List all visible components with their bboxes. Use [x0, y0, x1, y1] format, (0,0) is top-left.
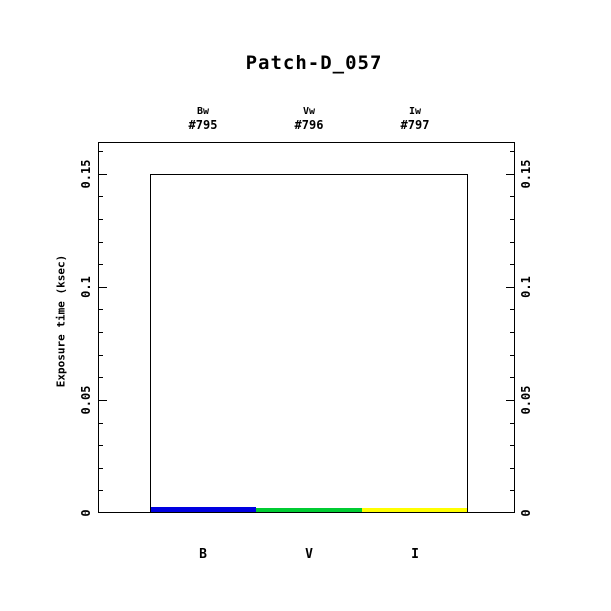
- y-axis-tick-right: [510, 242, 514, 243]
- y-axis-tick-right: [510, 445, 514, 446]
- page-title: Patch-D_057: [245, 52, 383, 74]
- y-tick-label-left-0.1: 0.1: [79, 276, 93, 298]
- y-axis-tick-left: [99, 219, 103, 220]
- y-axis-tick-right: [506, 174, 514, 175]
- y-axis-tick-left: [99, 445, 103, 446]
- x-category-label-v: V: [305, 547, 313, 562]
- exposure-id-b: #795: [188, 118, 218, 132]
- filter-name-i: Iw: [408, 106, 422, 117]
- y-tick-label-right-0.15: 0.15: [519, 159, 533, 189]
- y-axis-tick-left: [99, 174, 107, 175]
- plot-frame: [98, 142, 515, 513]
- y-tick-label-left-0.05: 0.05: [79, 385, 93, 415]
- y-axis-tick-left: [99, 264, 103, 265]
- y-axis-tick-right: [510, 468, 514, 469]
- y-axis-tick-right: [510, 151, 514, 152]
- y-tick-label-left-0: 0: [79, 509, 93, 517]
- y-axis-tick-right: [506, 400, 514, 401]
- y-axis-tick-right: [510, 264, 514, 265]
- accumulated-bar-v: [256, 508, 362, 512]
- y-axis-tick-left: [99, 377, 103, 378]
- y-axis-tick-right: [510, 219, 514, 220]
- accumulated-bar-b: [150, 507, 256, 512]
- y-axis-tick-right: [510, 196, 514, 197]
- accumulated-bar-i: [362, 508, 467, 512]
- y-axis-tick-right: [510, 309, 514, 310]
- y-tick-label-right-0.05: 0.05: [519, 385, 533, 415]
- y-tick-label-right-0: 0: [519, 509, 533, 517]
- y-axis-tick-left: [99, 332, 103, 333]
- y-axis-tick-left: [99, 400, 107, 401]
- top-label-band-v: Vw #796: [295, 106, 324, 133]
- top-label-band-i: Iw #797: [401, 106, 430, 133]
- x-category-label-i: I: [411, 547, 419, 562]
- y-axis-tick-left: [99, 287, 107, 288]
- filter-name-b: Bw: [196, 106, 210, 117]
- x-category-label-b: B: [199, 547, 207, 562]
- y-tick-label-right-0.1: 0.1: [519, 276, 533, 298]
- y-axis-tick-left: [99, 468, 103, 469]
- y-axis-tick-right: [506, 287, 514, 288]
- y-axis-tick-left: [99, 355, 103, 356]
- top-label-band-b: Bw #795: [189, 106, 218, 133]
- planned-exposure-outline: [150, 174, 468, 513]
- filter-name-v: Vw: [302, 106, 316, 117]
- y-axis-tick-left: [99, 196, 103, 197]
- y-axis-tick-left: [99, 151, 103, 152]
- exposure-id-v: #796: [294, 118, 324, 132]
- y-axis-tick-left: [99, 309, 103, 310]
- y-axis-tick-right: [510, 423, 514, 424]
- y-axis-tick-right: [510, 355, 514, 356]
- y-axis-tick-right: [510, 377, 514, 378]
- y-axis-tick-left: [99, 423, 103, 424]
- y-axis-tick-left: [99, 490, 103, 491]
- y-axis-tick-right: [510, 490, 514, 491]
- y-tick-label-left-0.15: 0.15: [79, 159, 93, 189]
- exposure-id-i: #797: [400, 118, 430, 132]
- y-axis-tick-left: [99, 242, 103, 243]
- y-axis-title: Exposure time (ksec): [54, 254, 68, 388]
- y-axis-tick-right: [510, 332, 514, 333]
